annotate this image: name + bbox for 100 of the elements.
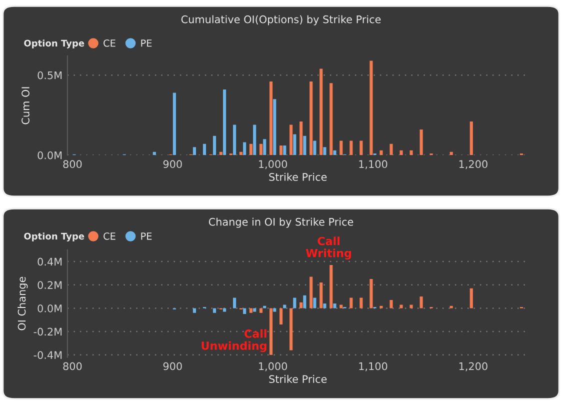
bar (290, 124, 293, 156)
bar (293, 298, 296, 308)
y-tick-label: 0.2M (38, 281, 62, 289)
y-axis-title: OI Change (18, 276, 28, 330)
bar (269, 308, 273, 355)
bar (259, 144, 263, 156)
bar (212, 308, 216, 313)
bar (300, 302, 303, 308)
x-tick-label: 1,100 (359, 160, 388, 170)
bar (233, 124, 236, 156)
bar (300, 122, 303, 156)
x-tick-label: 800 (63, 362, 82, 370)
bar (410, 150, 413, 156)
bar (340, 304, 343, 308)
bar (420, 296, 423, 308)
y-axis-title: Cum OI (22, 87, 30, 124)
y-tick-label: -0.2M (34, 328, 62, 336)
x-axis-title: Strike Price (269, 374, 327, 383)
y-tick-label: 0.0M (38, 304, 62, 312)
bar (273, 99, 276, 156)
bar (293, 134, 296, 156)
bar (243, 308, 246, 314)
bar (390, 300, 393, 308)
bar (313, 140, 316, 156)
bar (249, 144, 253, 156)
x-tick-label: 1,000 (259, 160, 288, 170)
bar (222, 90, 226, 156)
bar (350, 298, 353, 308)
bar (320, 282, 323, 308)
bar (470, 122, 473, 156)
y-tick-label: -0.4M (34, 351, 62, 359)
bar (233, 298, 236, 308)
bar (320, 68, 323, 156)
bar (303, 136, 306, 156)
chart-title: Change in OI by Strike Price (208, 218, 354, 228)
legend-title: Option Type (24, 40, 84, 48)
bar (370, 60, 373, 156)
bar (303, 295, 306, 308)
legend-label: CE (104, 232, 116, 240)
annotation: Call Unwinding (202, 329, 266, 352)
chart-title: Cumulative OI(Options) by Strike Price (181, 15, 381, 26)
bar (380, 150, 383, 156)
bar (279, 146, 283, 156)
bar (410, 304, 413, 308)
x-tick-label: 1,100 (359, 362, 388, 372)
bar (279, 308, 283, 325)
bar (323, 304, 326, 308)
x-tick-label: 1,200 (459, 160, 488, 170)
bar (219, 152, 222, 156)
bar (470, 288, 473, 308)
y-tick-label: 0.5M (38, 71, 62, 80)
legend-title: Option Type (24, 232, 84, 242)
x-tick-label: 900 (163, 160, 182, 168)
bar (202, 144, 206, 156)
bar (192, 147, 196, 156)
legend-label: CE (104, 39, 116, 47)
bar (330, 265, 333, 308)
bar (249, 308, 253, 313)
bar (360, 298, 363, 308)
bar (152, 152, 156, 156)
bar (259, 308, 263, 313)
bar (253, 308, 256, 312)
bar (269, 81, 273, 156)
bar (333, 304, 336, 308)
bar (450, 152, 453, 156)
bar (263, 139, 266, 156)
legend-label: PE (141, 40, 152, 47)
bar (172, 92, 176, 156)
bar (313, 298, 316, 308)
bar (290, 308, 293, 350)
bar (330, 83, 333, 156)
bar (390, 144, 393, 156)
annotation: Call Writing (306, 236, 351, 260)
bar (360, 140, 363, 156)
bar (239, 152, 242, 156)
x-tick-label: 1,000 (259, 362, 288, 372)
x-tick-label: 900 (163, 362, 182, 370)
bar (323, 147, 326, 156)
y-tick-label: 0.4M (38, 258, 62, 266)
y-tick-label: 0.0M (38, 151, 62, 160)
bar (400, 304, 403, 308)
bar (420, 130, 423, 156)
bar (192, 308, 196, 313)
bar (310, 81, 313, 156)
bar (283, 146, 286, 156)
bar (253, 124, 256, 156)
bar (212, 136, 216, 156)
bar (273, 308, 276, 312)
x-tick-label: 1,200 (459, 362, 488, 372)
bar (370, 279, 373, 308)
bar (340, 140, 343, 156)
legend-label: PE (141, 232, 152, 240)
bar (333, 150, 336, 156)
bar (283, 304, 286, 308)
bar (310, 276, 313, 308)
x-axis-title: Strike Price (269, 172, 327, 181)
x-tick-label: 800 (63, 160, 82, 168)
bar (350, 140, 353, 156)
bar (222, 308, 226, 312)
bar (243, 142, 246, 156)
